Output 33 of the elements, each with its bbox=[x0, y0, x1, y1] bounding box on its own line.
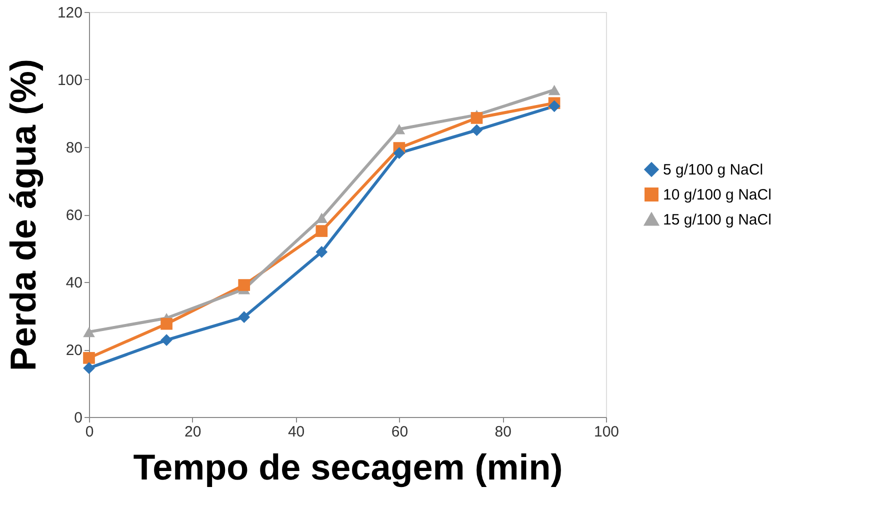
y-tick-label: 60 bbox=[66, 207, 82, 224]
point bbox=[548, 84, 560, 96]
x-tick-label: 0 bbox=[85, 424, 94, 440]
legend-label: 10 g/100 g NaCl bbox=[663, 186, 772, 204]
point bbox=[160, 318, 172, 330]
x-tick-label: 40 bbox=[288, 424, 305, 440]
y-tick-label: 20 bbox=[66, 342, 82, 359]
point bbox=[548, 100, 560, 112]
point bbox=[316, 246, 328, 258]
point bbox=[238, 311, 250, 324]
point bbox=[160, 334, 172, 346]
point bbox=[83, 362, 95, 374]
y-tick-label: 0 bbox=[74, 410, 82, 426]
point bbox=[238, 279, 250, 291]
legend-label: 5 g/100 g NaCl bbox=[663, 162, 764, 178]
point bbox=[470, 124, 483, 136]
x-tick-label: 100 bbox=[594, 424, 620, 440]
y-axis-title: Perda de água (%) bbox=[2, 58, 44, 372]
x-axis-title: Tempo de secagem (min) bbox=[133, 446, 563, 488]
x-tick-label: 80 bbox=[494, 424, 512, 440]
point bbox=[83, 352, 95, 364]
point bbox=[470, 112, 483, 124]
y-tick-label: 120 bbox=[57, 4, 82, 22]
point bbox=[393, 147, 406, 159]
y-tick-label: 100 bbox=[57, 72, 82, 89]
x-tick-label: 60 bbox=[391, 424, 408, 440]
point bbox=[393, 124, 406, 134]
point bbox=[83, 326, 95, 338]
y-tick-label: 40 bbox=[66, 274, 82, 292]
legend-label: 15 g/100 g NaCl bbox=[663, 212, 772, 228]
y-tick-label: 80 bbox=[66, 140, 82, 156]
point bbox=[316, 225, 328, 237]
x-tick-label: 20 bbox=[184, 424, 202, 440]
